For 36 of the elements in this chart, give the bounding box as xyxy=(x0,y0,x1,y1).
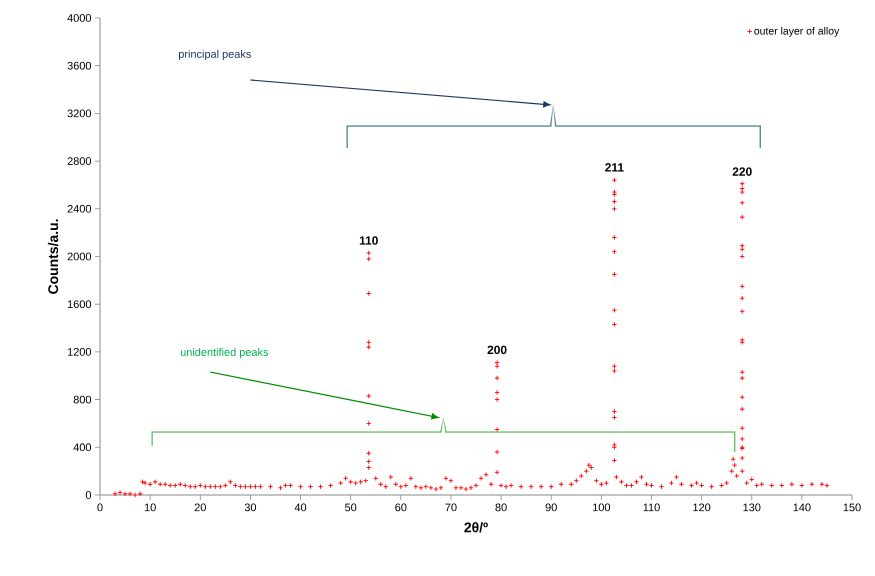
x-tick-label: 10 xyxy=(144,504,156,512)
y-axis-title: Counts/a.u. xyxy=(48,219,58,294)
x-tick-label: 90 xyxy=(546,504,557,512)
annotation: unidentified peaks xyxy=(180,348,268,358)
y-tick-label: 2000 xyxy=(68,252,92,260)
y-tick-label: 3200 xyxy=(68,110,92,118)
annotation: principal peaks xyxy=(178,50,251,60)
x-tick-label: 20 xyxy=(194,504,206,512)
x-tick-label: 0 xyxy=(97,504,103,512)
x-tick-label: 150 xyxy=(844,504,861,512)
y-tick-label: 2800 xyxy=(68,157,92,165)
annotation: 220 xyxy=(732,167,752,176)
annotation: 110 xyxy=(360,236,378,245)
y-tick-label: 400 xyxy=(73,443,92,452)
x-tick-label: 100 xyxy=(593,504,610,512)
y-tick-label: 800 xyxy=(74,396,92,404)
legend-label: outer layer of alloy xyxy=(754,26,840,37)
x-tick-label: 80 xyxy=(495,504,507,512)
x-tick-label: 120 xyxy=(693,504,710,512)
x-tick-label: 40 xyxy=(294,504,306,512)
y-tick-label: 3600 xyxy=(68,62,92,70)
y-tick-label: 1200 xyxy=(68,348,92,356)
x-tick-label: 140 xyxy=(794,504,811,512)
x-tick-label: 110 xyxy=(644,504,660,512)
x-tick-label: 70 xyxy=(445,504,457,512)
x-tick-label: 30 xyxy=(244,504,256,512)
y-tick-label: 4000 xyxy=(67,14,92,22)
x-tick-label: 130 xyxy=(743,504,760,512)
x-axis-title: 2θ/º xyxy=(464,522,488,532)
x-tick-label: 50 xyxy=(345,504,356,512)
y-tick-label: 0 xyxy=(86,491,92,499)
y-tick-label: 1600 xyxy=(68,300,92,308)
annotation: 200 xyxy=(488,346,507,354)
y-tick-label: 2400 xyxy=(68,204,92,213)
annotation: 211 xyxy=(605,163,624,172)
x-tick-label: 60 xyxy=(395,504,406,512)
